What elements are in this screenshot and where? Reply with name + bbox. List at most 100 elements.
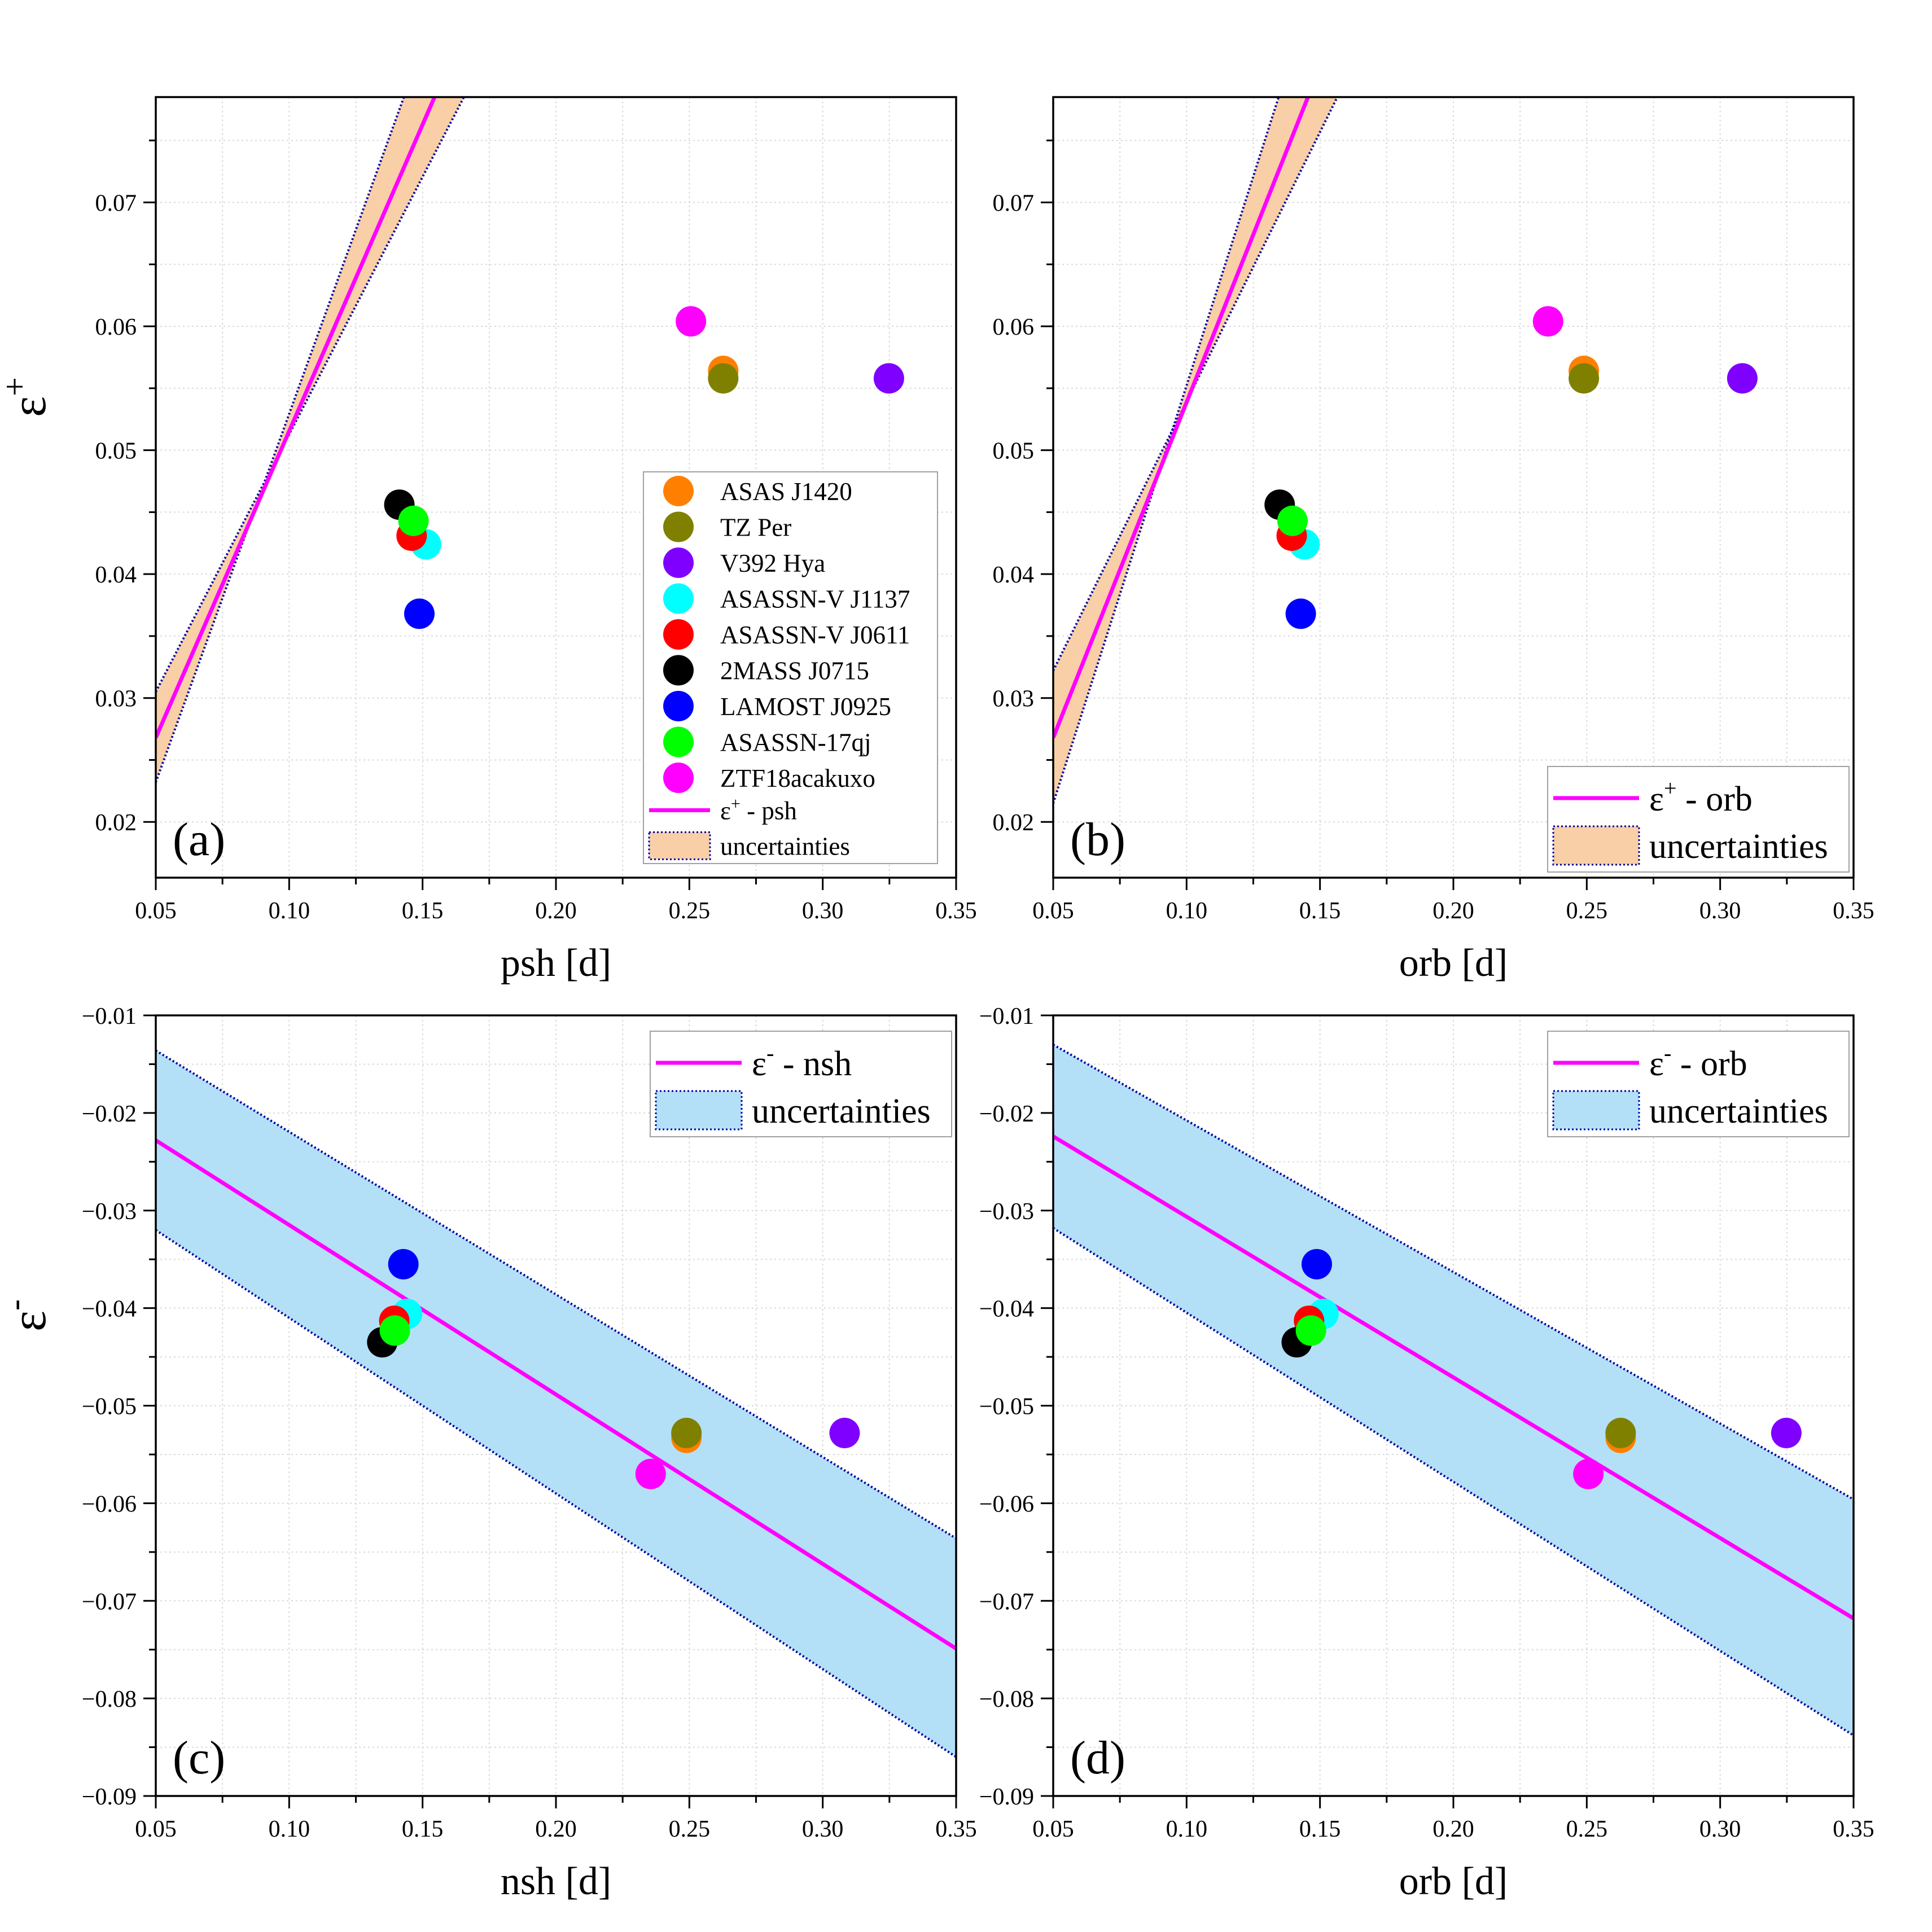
- legend-band-label: uncertainties: [720, 833, 850, 861]
- x-axis-label: psh [d]: [501, 941, 611, 985]
- legend-marker: [663, 511, 694, 542]
- x-tick-label: 0.25: [669, 898, 711, 924]
- y-tick-label: −0.01: [979, 1004, 1034, 1029]
- x-tick-label: 0.05: [135, 1816, 177, 1842]
- y-tick-label: −0.09: [82, 1784, 137, 1810]
- panel-tag: (d): [1070, 1732, 1125, 1784]
- x-tick-label: 0.20: [1432, 1816, 1474, 1842]
- y-tick-label: −0.05: [82, 1394, 137, 1420]
- y-tick-label: 0.03: [993, 686, 1035, 712]
- legend: ε- - orb uncertainties: [1547, 1031, 1850, 1137]
- x-tick-label: 0.05: [135, 898, 177, 924]
- x-tick-label: 0.25: [1566, 898, 1608, 924]
- point-asassn-17qj: [379, 1315, 410, 1346]
- fit-line: [1053, 97, 1310, 739]
- x-tick-label: 0.35: [935, 1816, 977, 1842]
- legend-band-swatch: [648, 831, 711, 860]
- x-tick-label: 0.35: [1833, 1816, 1874, 1842]
- y-tick-label: 0.05: [95, 439, 137, 465]
- legend-marker: [663, 726, 694, 757]
- legend-marker: [663, 583, 694, 614]
- y-tick-label: −0.04: [82, 1296, 137, 1322]
- legend-band-swatch: [1552, 1090, 1640, 1131]
- y-tick-label: 0.04: [993, 562, 1035, 588]
- y-tick-label: −0.06: [979, 1491, 1034, 1517]
- x-tick-label: 0.35: [935, 898, 977, 924]
- x-axis-label: nsh [d]: [501, 1860, 611, 1903]
- x-tick-label: 0.30: [1699, 898, 1741, 924]
- x-tick-label: 0.30: [802, 898, 844, 924]
- legend-band-label: uncertainties: [752, 1092, 931, 1131]
- legend-label: ASASSN-17qj: [720, 729, 871, 757]
- legend-fit-label: ε- - nsh: [752, 1040, 852, 1083]
- point-v392-hya: [1727, 363, 1758, 394]
- plot-frame: [1052, 96, 1855, 879]
- point-ztf18acakuxo: [635, 1458, 666, 1489]
- panel-c: 0.05 0.10 0.15 0.20 0.25 0.30 0.35 −0.09 −0.08 −0…: [0, 1004, 977, 1903]
- band-upper-edge: [1053, 1044, 1854, 1501]
- x-tick-label: 0.30: [802, 1816, 844, 1842]
- uncertainty-band: [1053, 1044, 1854, 1736]
- legend: ε- - nsh uncertainties: [650, 1031, 952, 1137]
- legend-label: LAMOST J0925: [720, 693, 891, 721]
- band-lower-edge: [156, 1229, 956, 1758]
- point-lamost-j0925: [404, 598, 435, 629]
- legend-label: ZTF18acakuxo: [720, 764, 875, 792]
- point-lamost-j0925: [1301, 1248, 1332, 1280]
- point-v392-hya: [829, 1417, 860, 1448]
- band-lower-edge: [1053, 97, 1280, 804]
- y-tick-label: 0.07: [95, 191, 137, 217]
- panel-tag: (b): [1070, 813, 1125, 866]
- legend-label: ASASSN-V J1137: [720, 585, 910, 614]
- x-axis-label: orb [d]: [1399, 941, 1508, 985]
- x-tick-label: 0.05: [1032, 898, 1074, 924]
- fit-line: [156, 97, 437, 739]
- x-tick-label: 0.35: [1833, 898, 1874, 924]
- legend-marker: [663, 655, 694, 686]
- y-tick-label: 0.02: [95, 810, 137, 836]
- point-v392-hya: [873, 363, 904, 394]
- band-upper-edge: [156, 97, 465, 693]
- x-tick-label: 0.25: [1566, 1816, 1608, 1842]
- point-v392-hya: [1771, 1417, 1802, 1448]
- y-axis-label: ε+: [0, 377, 56, 417]
- panel-a: 0.05 0.10 0.15 0.20 0.25 0.30 0.35 0.02 0.03 0.04…: [0, 96, 977, 985]
- y-tick-label: 0.07: [993, 191, 1035, 217]
- legend-band-label: uncertainties: [1649, 1092, 1828, 1131]
- y-tick-label: 0.06: [95, 314, 137, 340]
- point-tz-per: [1605, 1417, 1636, 1448]
- legend-fit-label: ε+ - psh: [720, 795, 797, 825]
- legend-label: ASASSN-V J0611: [720, 621, 910, 649]
- point-asassn-17qj: [398, 505, 429, 536]
- legend-band-swatch: [1552, 825, 1640, 866]
- x-tick-label: 0.25: [669, 1816, 711, 1842]
- y-tick-label: −0.07: [82, 1589, 137, 1615]
- x-tick-label: 0.15: [402, 1816, 444, 1842]
- legend-marker: [663, 547, 694, 578]
- grid: [1053, 97, 1854, 878]
- x-tick-label: 0.30: [1699, 1816, 1741, 1842]
- y-tick-label: 0.06: [993, 314, 1035, 340]
- legend-marker: [663, 619, 694, 650]
- x-tick-label: 0.15: [402, 898, 444, 924]
- x-tick-label: 0.10: [1166, 1816, 1208, 1842]
- panel-d: 0.05 0.10 0.15 0.20 0.25 0.30 0.35 −0.09 −0.08 −0…: [979, 1004, 1874, 1903]
- legend-band-label: uncertainties: [1649, 827, 1828, 866]
- x-tick-label: 0.10: [269, 898, 310, 924]
- point-asassn-17qj: [1277, 505, 1308, 536]
- y-tick-label: −0.03: [82, 1199, 137, 1225]
- point-asassn-17qj: [1295, 1315, 1326, 1346]
- y-tick-label: −0.02: [82, 1101, 137, 1127]
- y-axis-label: ε-: [0, 1299, 56, 1331]
- point-tz-per: [671, 1417, 702, 1448]
- legend-fit-label: ε+ - orb: [1649, 776, 1753, 818]
- y-tick-label: 0.03: [95, 686, 137, 712]
- y-tick-label: −0.01: [82, 1004, 137, 1029]
- x-tick-label: 0.15: [1299, 898, 1341, 924]
- x-tick-label: 0.20: [535, 1816, 577, 1842]
- x-tick-label: 0.20: [1432, 898, 1474, 924]
- point-lamost-j0925: [1285, 598, 1316, 629]
- uncertainty-band: [156, 97, 464, 782]
- y-tick-label: −0.05: [979, 1394, 1034, 1420]
